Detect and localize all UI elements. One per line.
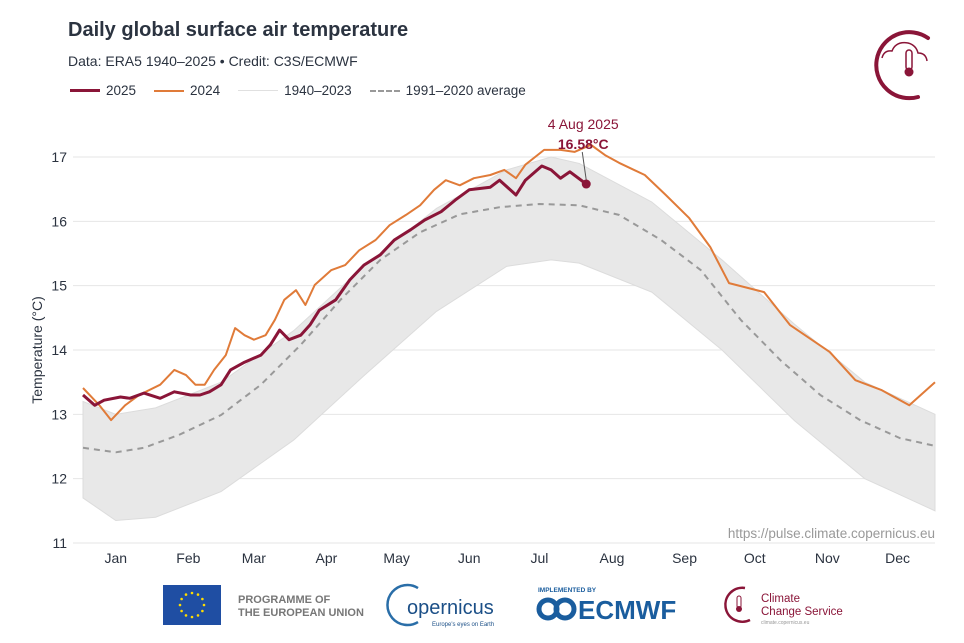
legend-label: 1940–2023: [284, 83, 352, 98]
ecmwf-wordmark: ECMWF: [578, 595, 676, 625]
y-tick-label: 11: [52, 535, 67, 551]
series-2024[interactable]: [82, 143, 936, 422]
y-tick-label: 12: [51, 471, 67, 487]
eu-programme-line1: PROGRAMME OF: [238, 594, 331, 606]
copernicus-tagline: Europe's eyes on Earth: [432, 622, 494, 628]
legend-item-average[interactable]: 1991–2020 average: [369, 83, 526, 98]
legend-swatch: [238, 90, 279, 91]
x-tick-label: May: [383, 550, 409, 566]
y-tick-label: 14: [51, 342, 67, 358]
series-lines: [82, 143, 936, 454]
copernicus-logo: opernicus Europe's eyes on Earth: [386, 583, 494, 628]
eu-star: [201, 609, 204, 613]
x-tick-label: Feb: [176, 550, 200, 566]
legend: 2025 2024 1940–2023 1991–2020 average: [70, 83, 544, 98]
copernicus-wordmark: opernicus: [407, 597, 494, 619]
y-tick-label: 17: [51, 149, 67, 165]
x-tick-label: Apr: [316, 550, 338, 566]
x-tick-label: Mar: [242, 550, 266, 566]
x-tick-label: Oct: [744, 550, 766, 566]
y-tick-labels: 11 12 13 14 15 16 17: [51, 149, 67, 551]
eu-star: [201, 597, 204, 601]
series-2025[interactable]: [82, 164, 588, 407]
legend-label: 2025: [106, 83, 137, 98]
chart-title: Daily global surface air temperature: [68, 19, 409, 41]
y-tick-label: 15: [51, 278, 67, 294]
y-axis-label: Temperature (°C): [29, 296, 45, 404]
eu-star: [180, 609, 183, 613]
y-tick-label: 16: [51, 213, 67, 229]
x-tick-label: Jul: [530, 550, 548, 566]
eu-star: [190, 615, 194, 619]
annotation-point[interactable]: [581, 179, 591, 189]
eu-star: [184, 593, 188, 596]
legend-item-historic[interactable]: 1940–2023: [238, 83, 352, 98]
legend-label: 1991–2020 average: [405, 83, 526, 98]
legend-swatch: [154, 89, 185, 92]
eu-star: [190, 591, 194, 595]
eu-star: [180, 597, 183, 601]
chart-subtitle: Data: ERA5 1940–2025 • Credit: C3S/ECMWF: [68, 53, 358, 69]
legend-label: 2024: [190, 83, 221, 98]
x-tick-labels: Jan Feb Mar Apr May Jun Jul Aug Sep Oct Nov Dec: [104, 550, 910, 566]
eu-star: [196, 614, 200, 617]
eu-star: [184, 614, 188, 617]
c3s-line1: Climate: [761, 593, 800, 605]
annotation-leader: [581, 151, 587, 181]
x-tick-label: Jun: [458, 550, 481, 566]
annotation-date: 4 Aug 2025: [548, 116, 619, 132]
legend-swatch: [369, 89, 400, 92]
c3s-logo: Climate Change Service climate.copernicu…: [724, 586, 843, 626]
x-tick-label: Aug: [600, 550, 625, 566]
legend-item-2025[interactable]: 2025: [70, 83, 136, 98]
y-tick-label: 13: [51, 406, 67, 422]
series-1940-2023-range: [82, 156, 936, 521]
historic-range: [82, 156, 936, 521]
implemented-by: IMPLEMENTED BY: [538, 587, 597, 594]
eu-star: [202, 603, 206, 607]
annotation-value: 16.58°C: [558, 136, 609, 152]
watermark-url[interactable]: https://pulse.climate.copernicus.eu: [728, 526, 935, 541]
ecmwf-logo: IMPLEMENTED BY ECMWF: [536, 587, 676, 625]
eu-flag-logo: [163, 585, 221, 625]
c3s-line2: Change Service: [761, 606, 843, 618]
eu-star: [178, 603, 182, 607]
c3s-url: climate.copernicus.eu: [761, 620, 810, 626]
c3s-thermometer-cloud-logo: [874, 30, 930, 101]
legend-item-2024[interactable]: 2024: [154, 83, 220, 98]
x-tick-label: Jan: [104, 550, 127, 566]
footer-logos: PROGRAMME OF THE EUROPEAN UNION opernicu…: [163, 583, 843, 628]
legend-swatch: [70, 89, 100, 92]
eu-programme-line2: THE EUROPEAN UNION: [238, 607, 364, 619]
series-average[interactable]: [82, 203, 936, 454]
x-tick-label: Dec: [885, 550, 910, 566]
x-tick-label: Sep: [672, 550, 697, 566]
eu-star: [196, 593, 200, 596]
x-tick-label: Nov: [815, 550, 840, 566]
